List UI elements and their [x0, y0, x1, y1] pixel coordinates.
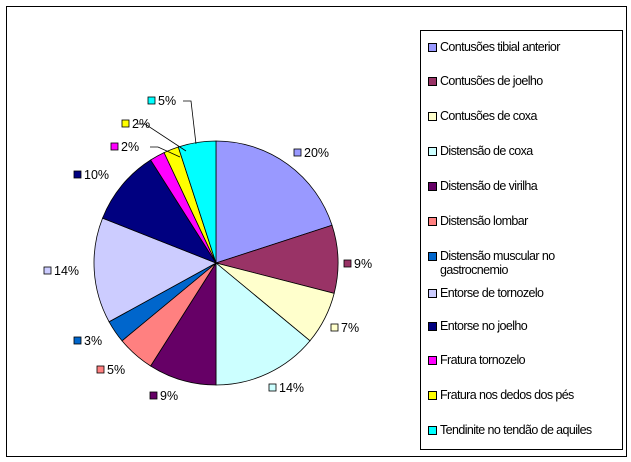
- legend-swatch: [428, 182, 437, 191]
- data-label-marker: [110, 142, 119, 151]
- legend-label: Entorse de tornozelo: [440, 286, 544, 300]
- legend-swatch: [428, 322, 437, 331]
- legend-label: Contusões tibial anterior: [440, 40, 560, 54]
- legend-swatch: [428, 217, 437, 226]
- legend-label: Fratura tornozelo: [440, 353, 526, 367]
- legend-label: Contusões de coxa: [440, 109, 537, 123]
- legend-label: Entorse no joelho: [440, 319, 528, 333]
- data-label: 2%: [132, 117, 150, 131]
- pie-slice: [177, 140, 217, 264]
- legend-swatch: [428, 356, 437, 365]
- leader-line: [150, 146, 181, 158]
- data-label: 9%: [160, 389, 178, 403]
- legend: Contusões tibial anterior Contusões de jo…: [420, 30, 623, 450]
- data-label: 5%: [158, 94, 176, 108]
- pie-slice: [102, 159, 217, 264]
- legend-label: Distensão muscular no gastrocnemio: [440, 249, 555, 277]
- data-label: 5%: [107, 363, 125, 377]
- data-label: 20%: [304, 146, 329, 160]
- legend-swatch: [428, 391, 437, 400]
- leader-line: [137, 123, 187, 152]
- legend-item: Tendinite no tendão de aquiles: [428, 423, 618, 437]
- legend-item: Contusões de coxa: [428, 109, 618, 123]
- legend-item: Entorse de tornozelo: [428, 286, 618, 300]
- pie-slice: [93, 217, 217, 323]
- data-label: 2%: [121, 140, 139, 154]
- legend-item: Fratura tornozelo: [428, 353, 618, 367]
- legend-label: Distensão de coxa: [440, 144, 533, 158]
- legend-label: Distensão lombar: [440, 214, 528, 228]
- legend-label: Distensão de virilha: [440, 179, 538, 193]
- data-label: 9%: [354, 257, 372, 271]
- legend-swatch: [428, 426, 437, 435]
- data-label-marker: [293, 148, 302, 157]
- legend-swatch: [428, 112, 437, 121]
- legend-item: Contusões tibial anterior: [428, 40, 618, 54]
- leader-line: [183, 100, 197, 145]
- pie-slice: [215, 262, 311, 386]
- data-label: 7%: [341, 321, 359, 335]
- legend-item: Distensão muscular no gastrocnemio: [428, 249, 618, 277]
- legend-label: Fratura nos dedos dos pés: [440, 388, 574, 402]
- data-label-marker: [330, 323, 339, 332]
- data-label: 14%: [54, 264, 79, 278]
- data-label-marker: [96, 365, 105, 374]
- data-label-marker: [268, 383, 277, 392]
- legend-label: Tendinite no tendão de aquiles: [440, 423, 592, 437]
- data-label-marker: [147, 96, 156, 105]
- legend-item: Contusões de joelho: [428, 74, 618, 88]
- data-label-marker: [121, 119, 130, 128]
- data-label-marker: [43, 266, 52, 275]
- legend-label: Contusões de joelho: [440, 74, 543, 88]
- legend-swatch: [428, 289, 437, 298]
- data-label: 3%: [84, 334, 102, 348]
- data-label-marker: [149, 391, 158, 400]
- data-label-marker: [73, 336, 82, 345]
- legend-swatch: [428, 43, 437, 52]
- pie-slice: [215, 140, 333, 264]
- legend-item: Distensão lombar: [428, 214, 618, 228]
- data-label: 14%: [279, 381, 304, 395]
- data-label-marker: [343, 259, 352, 268]
- data-label: 10%: [84, 168, 109, 182]
- legend-swatch: [428, 252, 437, 261]
- legend-swatch: [428, 147, 437, 156]
- legend-item: Distensão de coxa: [428, 144, 618, 158]
- legend-item: Fratura nos dedos dos pés: [428, 388, 618, 402]
- legend-item: Entorse no joelho: [428, 319, 618, 333]
- legend-swatch: [428, 77, 437, 86]
- legend-item: Distensão de virilha: [428, 179, 618, 193]
- data-label-marker: [73, 170, 82, 179]
